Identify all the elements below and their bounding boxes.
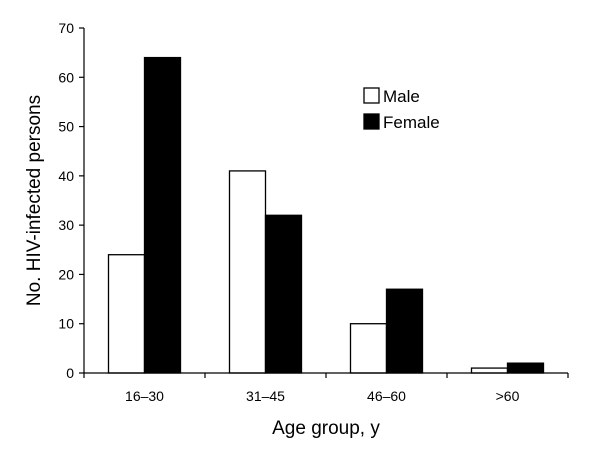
legend-label-male: Male: [383, 87, 420, 106]
x-tick-label: 16–30: [125, 388, 164, 404]
y-axis-title: No. HIV-infected persons: [24, 95, 45, 306]
bar-male-1: [107, 254, 146, 374]
y-tick-label: 10: [58, 316, 74, 332]
bar-female-4: [506, 362, 545, 374]
x-tick-label: 46–60: [367, 388, 406, 404]
y-tick-label: 0: [66, 365, 74, 381]
bar-female-3: [385, 288, 424, 374]
bar-male-4: [470, 367, 509, 374]
y-tick-label: 20: [58, 266, 74, 282]
y-tick-label: 50: [58, 119, 74, 135]
legend-swatch-male: [363, 87, 380, 104]
y-axis: 0 10 20 30 40 50 60 70: [58, 20, 85, 381]
bar-female-1: [143, 56, 182, 374]
x-axis-title: Age group, y: [272, 418, 380, 439]
y-tick-label: 40: [58, 168, 74, 184]
x-tick-label: >60: [496, 388, 520, 404]
bars-group: [107, 56, 545, 374]
y-tick-label: 60: [58, 69, 74, 85]
bar-female-2: [264, 214, 303, 374]
bar-male-3: [349, 323, 388, 374]
x-axis: 16–30 31–45 46–60 >60: [83, 372, 569, 404]
y-tick-label: 30: [58, 217, 74, 233]
legend: Male Female: [363, 87, 440, 132]
legend-swatch-female: [363, 113, 380, 130]
x-tick-label: 31–45: [246, 388, 285, 404]
y-tick-label: 70: [58, 20, 74, 36]
bar-male-2: [228, 170, 267, 374]
legend-label-female: Female: [383, 113, 440, 132]
